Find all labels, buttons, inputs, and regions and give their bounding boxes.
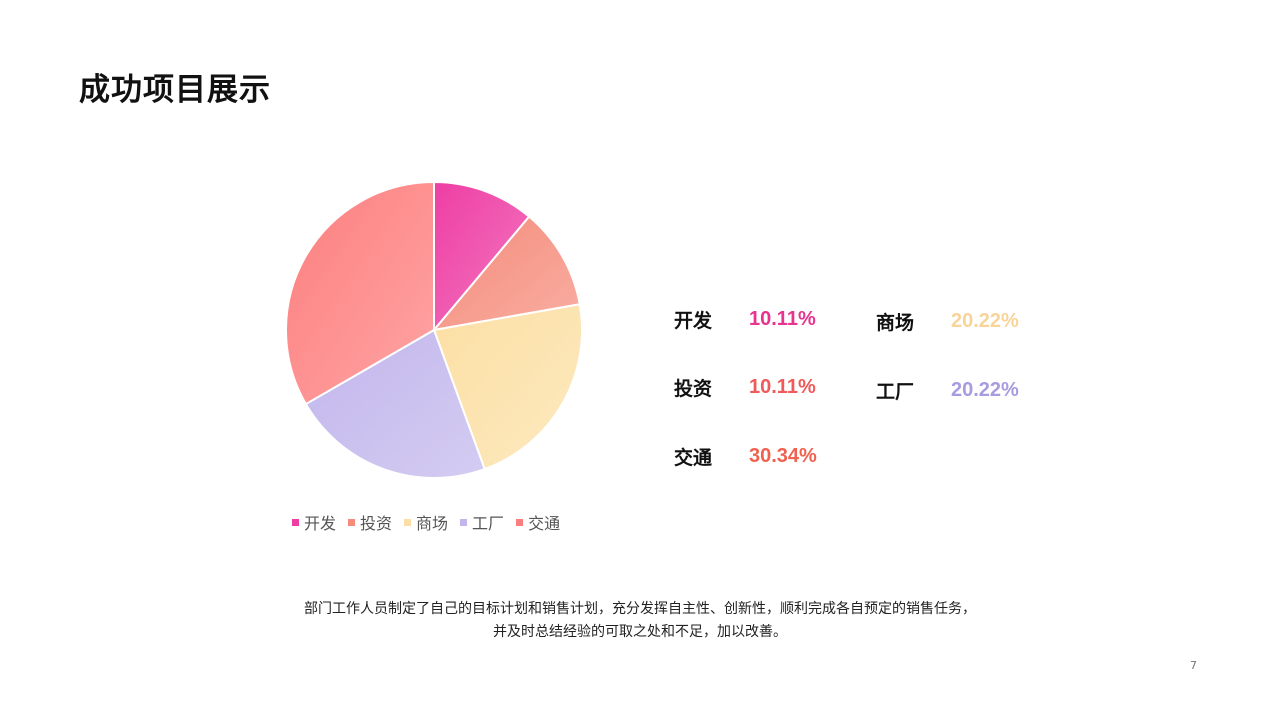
legend-item: 工厂 — [460, 510, 504, 534]
stat-label: 工厂 — [876, 381, 915, 403]
legend-item: 商场 — [404, 510, 448, 534]
stat-value: 10.11% — [749, 376, 816, 398]
legend-swatch — [460, 518, 468, 526]
stat-label: 商场 — [876, 312, 915, 334]
chart-legend: 开发 投资 商场 工厂 交通 — [292, 510, 572, 534]
pie-slice-4 — [285, 180, 435, 406]
stat-label: 开发 — [674, 310, 713, 332]
slide-title: 成功项目展示 — [79, 72, 271, 108]
stat-value: 20.22% — [951, 310, 1019, 332]
stat-shangchang: 商场 20.22% — [876, 308, 1019, 335]
legend-label: 交通 — [528, 514, 561, 533]
stat-jiaotong: 交通 30.34% — [674, 443, 817, 470]
pie-chart-svg — [285, 180, 583, 479]
slide-description: 部门工作人员制定了自己的目标计划和销售计划，充分发挥自主性、创新性，顺利完成各自… — [0, 598, 1280, 644]
stat-label: 交通 — [674, 447, 713, 469]
stat-gongchang: 工厂 20.22% — [876, 377, 1019, 404]
stat-kaifa: 开发 10.11% — [674, 306, 816, 333]
stat-value: 20.22% — [951, 379, 1019, 401]
stat-value: 10.11% — [749, 308, 816, 330]
legend-item: 交通 — [516, 510, 560, 534]
legend-label: 工厂 — [472, 514, 505, 533]
pie-slice-2 — [432, 303, 583, 471]
stat-touzi: 投资 10.11% — [674, 374, 816, 401]
legend-swatch — [404, 518, 412, 526]
pie-slice-3 — [304, 328, 486, 479]
stat-value: 30.34% — [749, 445, 817, 467]
stats-panel: 开发 10.11% 商场 20.22% 投资 10.11% 工厂 20.22% … — [674, 306, 1074, 486]
description-line: 部门工作人员制定了自己的目标计划和销售计划，充分发挥自主性、创新性，顺利完成各自… — [304, 601, 976, 617]
stat-label: 投资 — [674, 378, 713, 400]
pie-slice-0 — [433, 180, 531, 333]
legend-swatch — [348, 518, 356, 526]
pie-slice-1 — [431, 215, 581, 332]
legend-item: 开发 — [292, 510, 336, 534]
page-number: 7 — [1190, 659, 1197, 672]
legend-label: 开发 — [304, 514, 337, 533]
legend-swatch — [516, 518, 524, 526]
pie-chart — [280, 176, 590, 486]
legend-label: 投资 — [360, 514, 393, 533]
legend-item: 投资 — [348, 510, 392, 534]
description-line: 并及时总结经验的可取之处和不足，加以改善。 — [493, 624, 787, 640]
legend-label: 商场 — [416, 514, 449, 533]
legend-swatch — [292, 518, 299, 526]
